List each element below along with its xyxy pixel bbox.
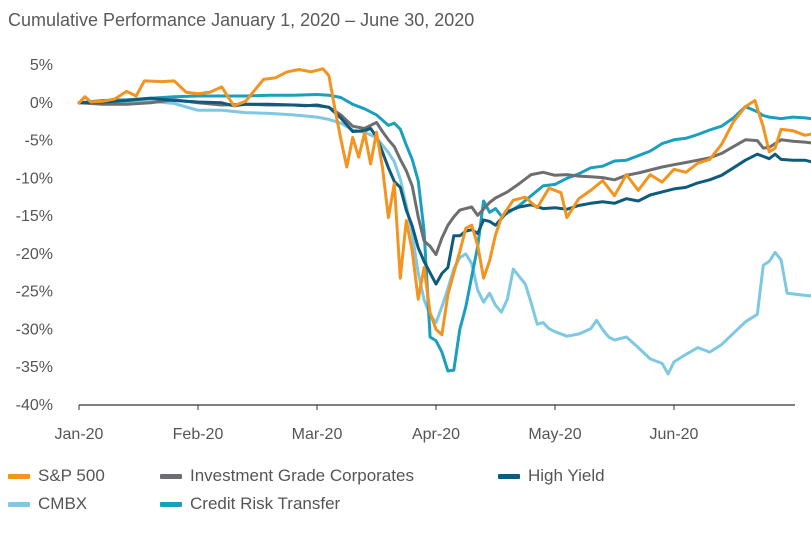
legend-item-cmbx: CMBX: [8, 494, 87, 514]
y-tick-label: 0%: [30, 95, 53, 112]
legend-label-cmbx: CMBX: [38, 494, 88, 513]
y-tick-label: -20%: [16, 246, 53, 263]
x-tick-label: Jun-20: [650, 426, 699, 443]
legend-swatch-cmbx: [8, 502, 30, 508]
series-lines: [77, 67, 811, 376]
legend-label-investment-grade: Investment Grade Corporates: [190, 466, 414, 485]
legend-item-high-yield: High Yield: [498, 466, 605, 486]
x-tick-label: May-20: [528, 426, 581, 443]
series-line-sp500: [77, 67, 811, 337]
legend-item-sp500: S&P 500: [8, 466, 105, 486]
y-axis-ticks: 5% 0% -5% -10% -15% -20% -25% -30% -35% -40%: [16, 57, 53, 414]
legend-label-credit-risk-transfer: Credit Risk Transfer: [190, 494, 341, 513]
x-tick-label: Mar-20: [292, 426, 343, 443]
chart-title: Cumulative Performance January 1, 2020 –…: [8, 10, 475, 30]
legend-label-high-yield: High Yield: [528, 466, 605, 485]
series-line-credit-risk-transfer: [77, 93, 811, 373]
y-tick-label: -15%: [16, 208, 53, 225]
series-line-investment-grade: [77, 98, 811, 257]
y-tick-label: -10%: [16, 170, 53, 187]
y-tick-label: 5%: [30, 57, 53, 74]
y-tick-label: -25%: [16, 284, 53, 301]
x-tick-label: Feb-20: [173, 426, 224, 443]
series-line-high-yield: [77, 96, 811, 286]
legend-item-credit-risk-transfer: Credit Risk Transfer: [160, 494, 340, 514]
legend-swatch-high-yield: [498, 474, 520, 480]
legend-label-sp500: S&P 500: [38, 466, 105, 485]
x-tick-label: Jan-20: [55, 426, 104, 443]
legend-swatch-investment-grade: [160, 474, 182, 480]
y-tick-label: -35%: [16, 359, 53, 376]
y-tick-label: -40%: [16, 397, 53, 414]
y-tick-label: -30%: [16, 321, 53, 338]
legend-swatch-credit-risk-transfer: [160, 502, 182, 508]
y-tick-label: -5%: [25, 133, 53, 150]
x-tick-label: Apr-20: [412, 426, 460, 443]
legend-swatch-sp500: [8, 474, 30, 480]
series-line-cmbx: [77, 99, 811, 376]
x-axis-ticks: Jan-20 Feb-20 Mar-20 Apr-20 May-20 Jun-20: [55, 405, 699, 443]
legend-item-investment-grade: Investment Grade Corporates: [160, 466, 414, 486]
